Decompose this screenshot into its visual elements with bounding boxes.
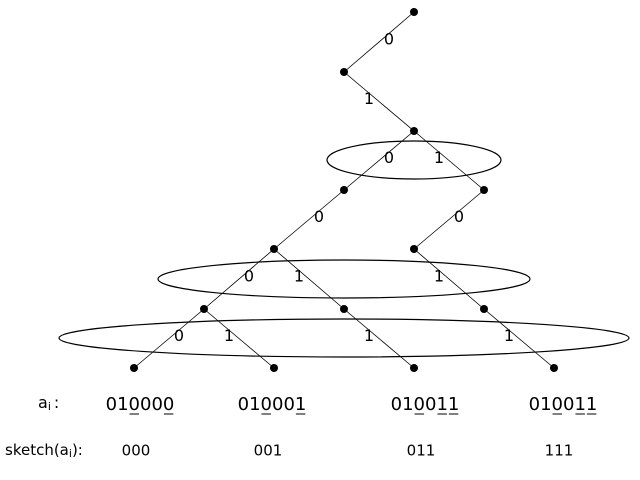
edge-label: 1: [224, 326, 234, 345]
edge-label: 0: [174, 326, 184, 345]
edge: [133, 308, 205, 369]
edge: [483, 308, 555, 369]
node: [340, 305, 348, 313]
sketch-label: 001: [254, 442, 283, 460]
edge: [343, 11, 415, 73]
node: [130, 364, 138, 372]
node: [410, 8, 418, 16]
leaf-label: 010001: [238, 394, 307, 415]
edge: [413, 248, 485, 310]
edge: [413, 189, 485, 250]
edge: [273, 248, 345, 310]
edge: [343, 308, 415, 369]
edge-label: 0: [314, 207, 324, 226]
sketch-label: 111: [545, 442, 574, 460]
edge-label: 1: [364, 89, 374, 108]
node: [480, 305, 488, 313]
node: [410, 364, 418, 372]
node: [340, 68, 348, 76]
level-ring: [58, 318, 630, 358]
sketch-label: 011: [407, 442, 436, 460]
edge-label: 0: [384, 148, 394, 167]
edge-label: 1: [364, 326, 374, 345]
node: [270, 364, 278, 372]
node: [200, 305, 208, 313]
node: [480, 186, 488, 194]
row-label: ai:: [38, 393, 59, 414]
row-label: sketch(ai):: [5, 441, 83, 461]
leaf-label: 010011: [529, 394, 598, 415]
edge: [413, 130, 485, 191]
edge-label: 1: [434, 267, 444, 286]
edge-label: 1: [294, 267, 304, 286]
level-ring: [326, 140, 502, 180]
edge-label: 1: [434, 148, 444, 167]
node: [340, 186, 348, 194]
node: [410, 127, 418, 135]
edge: [203, 248, 275, 310]
edge-label: 1: [504, 326, 514, 345]
edge: [343, 130, 415, 191]
edge-label: 0: [384, 30, 394, 49]
edge-label: 0: [454, 207, 464, 226]
node: [410, 245, 418, 253]
node: [270, 245, 278, 253]
node: [550, 364, 558, 372]
edge: [203, 308, 275, 369]
leaf-label: 010011: [391, 394, 460, 415]
edge: [343, 71, 415, 132]
edge: [273, 189, 345, 250]
leaf-label: 010000: [106, 394, 175, 415]
edge-label: 0: [244, 267, 254, 286]
sketch-label: 000: [122, 442, 151, 460]
level-ring: [157, 259, 531, 299]
